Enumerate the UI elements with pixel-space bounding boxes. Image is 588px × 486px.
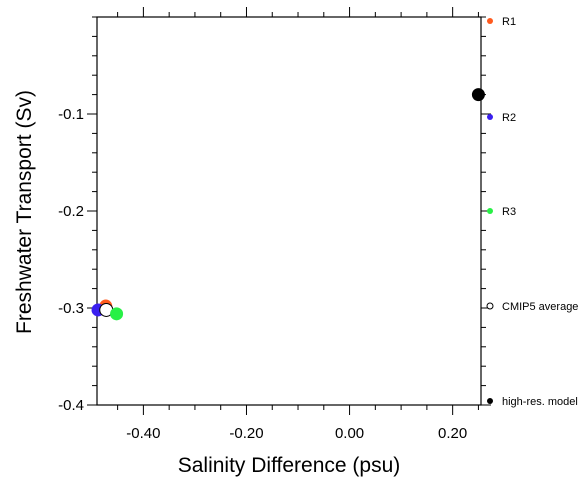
data-points — [91, 88, 485, 321]
axes — [96, 16, 482, 406]
x-axis-title: Salinity Difference (psu) — [178, 454, 401, 477]
legend-label: R1 — [502, 16, 516, 28]
legend-marker — [487, 208, 493, 214]
legend-marker — [486, 302, 494, 310]
x-tick-label: 0.20 — [438, 425, 467, 442]
plot-frame — [96, 16, 482, 406]
x-tick-label: -0.40 — [126, 425, 160, 442]
legend-marker — [487, 114, 493, 120]
y-tick-label: -0.3 — [58, 300, 84, 317]
data-point — [471, 88, 485, 102]
x-tick-label: 0.00 — [335, 425, 364, 442]
y-tick-label: -0.1 — [58, 106, 84, 123]
legend-label: R2 — [502, 112, 516, 124]
tick-labels: -0.40 -0.20 0.00 0.20 -0.1 -0.2 -0.3 -0.4 — [58, 106, 467, 442]
x-tick-label: -0.20 — [229, 425, 263, 442]
legend-label: high-res. model — [502, 396, 578, 408]
data-point — [110, 307, 124, 321]
legend: R1 R2 R3 CMIP5 average high-res. model — [486, 16, 578, 408]
legend-label: R3 — [502, 206, 516, 218]
legend-marker — [487, 398, 493, 404]
y-axis-title: Freshwater Transport (Sv) — [13, 90, 36, 334]
y-tick-label: -0.2 — [58, 203, 84, 220]
ticks — [87, 7, 491, 415]
legend-marker — [487, 18, 493, 24]
legend-label: CMIP5 average — [502, 301, 578, 313]
y-tick-label: -0.4 — [58, 397, 84, 414]
